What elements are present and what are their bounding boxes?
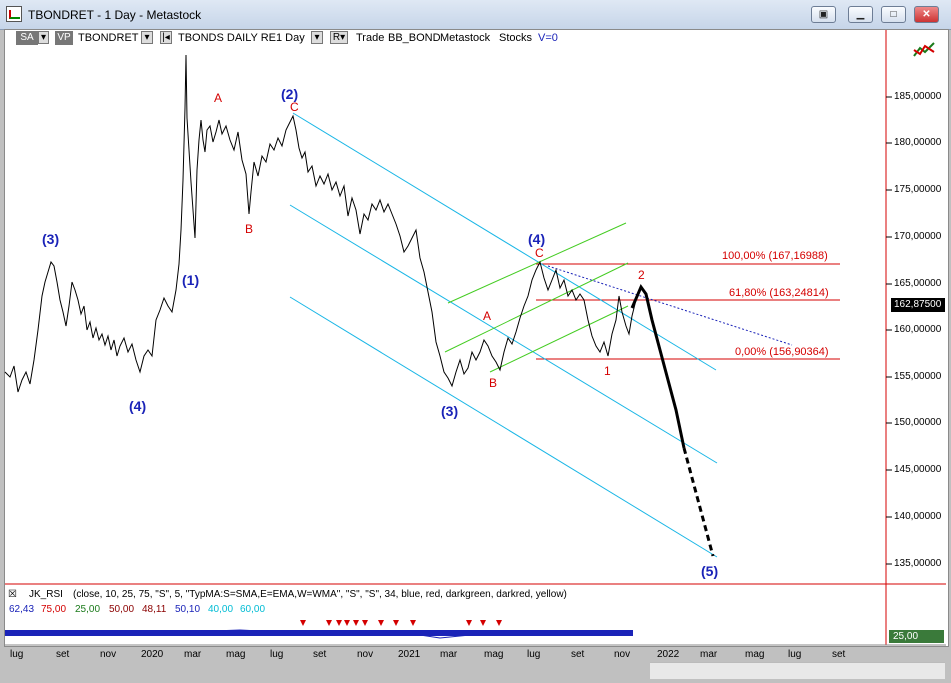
security-name: TBONDS DAILY RE bbox=[178, 32, 277, 44]
minor-wave-label: A bbox=[214, 91, 223, 105]
indicator-value: 40,00 bbox=[208, 604, 234, 615]
type-label: Stocks bbox=[499, 32, 533, 44]
dotted-trendline bbox=[547, 265, 793, 346]
minor-wave-label: B bbox=[489, 376, 498, 390]
minor-wave-label: 2 bbox=[638, 268, 645, 282]
indicator-value: 48,11 bbox=[142, 604, 167, 615]
time-label: mag bbox=[484, 649, 504, 660]
security-list-icon[interactable]: |◂ bbox=[160, 31, 172, 44]
indicator-params: (close, 10, 25, 75, "S", 5, "TypMA:S=SMA… bbox=[73, 589, 567, 600]
wave-label: (5) bbox=[701, 563, 719, 579]
time-label: 2021 bbox=[398, 649, 421, 660]
price-label: 140,00000 bbox=[894, 511, 942, 522]
maximize-icon[interactable]: □ bbox=[881, 6, 906, 23]
symbol-dropdown-icon[interactable]: ▾ bbox=[141, 31, 153, 44]
indicator-value: 50,00 bbox=[109, 604, 135, 615]
wave-label: (1) bbox=[182, 272, 200, 288]
price-line bbox=[4, 54, 641, 393]
indicator-value: 60,00 bbox=[240, 604, 266, 615]
window-title: TBONDRET - 1 Day - Metastock bbox=[28, 8, 202, 22]
time-label: 2022 bbox=[657, 649, 680, 660]
minor-wave-label: B bbox=[245, 222, 254, 236]
fib-label: 61,80% (163,24814) bbox=[729, 287, 829, 299]
rsi-line bbox=[4, 629, 634, 639]
r-button[interactable]: R▾ bbox=[330, 31, 348, 44]
rsi-value-badge: 25,00 bbox=[889, 630, 944, 643]
time-label: mar bbox=[440, 649, 458, 660]
time-label: mar bbox=[184, 649, 202, 660]
time-label: mag bbox=[745, 649, 765, 660]
sa-dropdown-icon[interactable]: ▾ bbox=[38, 31, 49, 44]
close-icon[interactable]: ✕ bbox=[914, 6, 939, 23]
price-label: 160,00000 bbox=[894, 324, 942, 335]
price-label: 165,00000 bbox=[894, 278, 942, 289]
fib-label: 100,00% (167,16988) bbox=[722, 250, 828, 262]
price-axis-ticks bbox=[886, 96, 892, 565]
rsi-band bbox=[5, 630, 633, 636]
time-label: set bbox=[571, 649, 585, 660]
time-label: nov bbox=[357, 649, 374, 660]
price-label: 135,00000 bbox=[894, 558, 942, 569]
price-label: 150,00000 bbox=[894, 417, 942, 428]
projection-solid bbox=[630, 283, 686, 449]
time-label: lug bbox=[527, 649, 541, 660]
symbol-field[interactable]: TBONDRET bbox=[78, 32, 139, 44]
last-price-tag: 162,87500 bbox=[891, 298, 945, 312]
period-dropdown-icon[interactable]: ▾ bbox=[311, 31, 323, 44]
time-label: lug bbox=[788, 649, 802, 660]
indicator-value: 50,10 bbox=[175, 604, 201, 615]
sell-signal-arrows bbox=[300, 620, 502, 626]
wave-label: (3) bbox=[441, 403, 459, 419]
minor-wave-label: C bbox=[290, 100, 299, 114]
price-label: 185,00000 bbox=[894, 91, 942, 102]
time-label: mar bbox=[700, 649, 718, 660]
wave-label: (3) bbox=[42, 231, 60, 247]
fib-label: 0,00% (156,90364) bbox=[735, 346, 829, 358]
indicator-builder-icon[interactable] bbox=[912, 40, 936, 60]
time-label: lug bbox=[270, 649, 284, 660]
chart-area[interactable] bbox=[4, 29, 949, 647]
wave-4-channel bbox=[444, 222, 629, 373]
v-label: V=0 bbox=[538, 32, 558, 44]
time-label: nov bbox=[100, 649, 117, 660]
indicator-value: 75,00 bbox=[41, 604, 67, 615]
minor-wave-label: 1 bbox=[604, 364, 611, 378]
projection-dashed bbox=[682, 447, 715, 557]
time-label: lug bbox=[10, 649, 24, 660]
time-label: set bbox=[313, 649, 327, 660]
time-label: set bbox=[56, 649, 70, 660]
minor-wave-label: C bbox=[535, 246, 544, 260]
wave-label: (4) bbox=[528, 231, 546, 247]
minimize-icon[interactable]: ▁ bbox=[848, 6, 873, 23]
sa-button[interactable]: SA bbox=[16, 31, 38, 45]
vp-button[interactable]: VP bbox=[55, 31, 73, 45]
time-label: 2020 bbox=[141, 649, 164, 660]
indicator-toggle-icon[interactable]: ☒ bbox=[8, 589, 17, 600]
price-label: 145,00000 bbox=[894, 464, 942, 475]
price-label: 170,00000 bbox=[894, 231, 942, 242]
horizontal-scrollbar[interactable] bbox=[650, 662, 945, 679]
price-label: 180,00000 bbox=[894, 137, 942, 148]
indicator-value: 25,00 bbox=[75, 604, 101, 615]
wave-label: (4) bbox=[129, 398, 147, 414]
system-label: BB_BOND bbox=[388, 32, 441, 44]
r-label: R bbox=[332, 32, 341, 43]
source-label: Metastock bbox=[440, 32, 491, 44]
chart-app-icon bbox=[6, 6, 22, 22]
period-field[interactable]: 1 Day bbox=[276, 32, 305, 44]
indicator-name: JK_RSI bbox=[29, 589, 63, 600]
time-label: nov bbox=[614, 649, 631, 660]
restore-icon[interactable]: ▣ bbox=[811, 6, 836, 23]
downtrend-channel bbox=[289, 112, 718, 558]
wave-label: (2) bbox=[281, 86, 299, 102]
trade-label: Trade bbox=[356, 32, 385, 44]
indicator-value: 62,43 bbox=[9, 604, 35, 615]
time-label: set bbox=[832, 649, 846, 660]
price-label: 175,00000 bbox=[894, 184, 942, 195]
time-label: mag bbox=[226, 649, 246, 660]
price-label: 155,00000 bbox=[894, 371, 942, 382]
minor-wave-label: A bbox=[483, 309, 492, 323]
